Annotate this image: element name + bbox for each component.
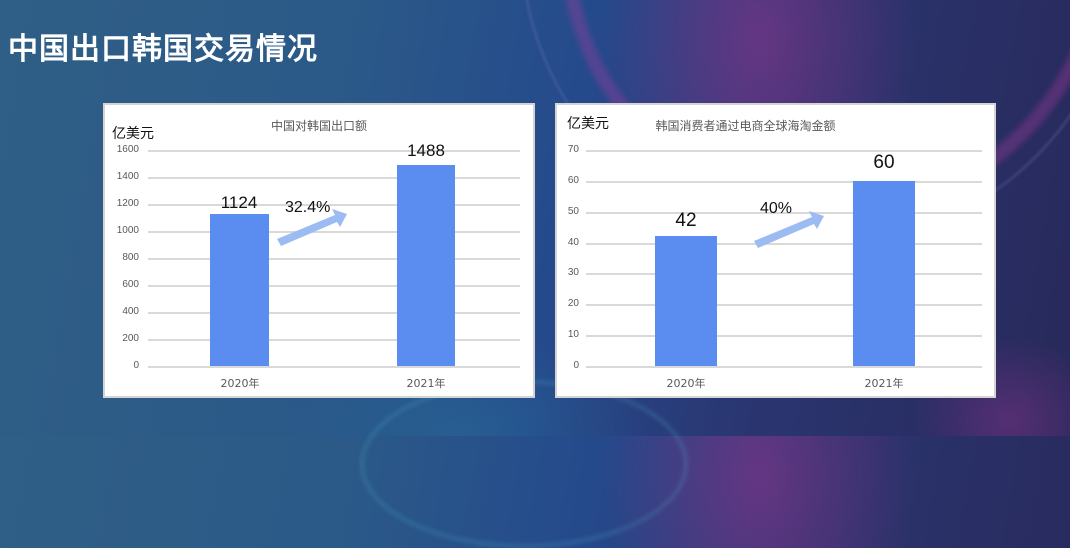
growth-arrow-icon bbox=[754, 211, 824, 248]
growth-arrow-icon bbox=[277, 209, 347, 246]
y-tick-label: 10 bbox=[567, 329, 579, 340]
y-tick-label: 1600 bbox=[116, 144, 139, 155]
gridline bbox=[148, 204, 520, 206]
bar-2020 bbox=[210, 214, 269, 366]
bar-value-label: 42 bbox=[675, 210, 697, 231]
y-tick-label: 1400 bbox=[116, 171, 139, 182]
y-tick-label: 400 bbox=[122, 306, 139, 317]
y-axis-unit: 亿美元 bbox=[567, 116, 609, 132]
y-tick-label: 1200 bbox=[116, 198, 139, 209]
y-tick-label: 60 bbox=[567, 175, 579, 186]
y-tick-label: 0 bbox=[573, 360, 579, 371]
bar-value-label: 60 bbox=[873, 152, 895, 173]
chart-title: 中国对韩国出口额 bbox=[270, 119, 367, 133]
gridline bbox=[586, 335, 982, 337]
y-tick-label: 70 bbox=[567, 144, 579, 155]
y-tick-label: 20 bbox=[567, 298, 579, 309]
gridline bbox=[148, 285, 520, 287]
gridline bbox=[586, 243, 982, 245]
y-tick-label: 50 bbox=[567, 206, 579, 217]
y-tick-label: 1000 bbox=[116, 225, 139, 236]
bar-2020 bbox=[655, 236, 717, 366]
y-tick-label: 200 bbox=[122, 333, 139, 344]
bar-2021 bbox=[397, 165, 455, 366]
bar-value-label: 1488 bbox=[407, 141, 445, 160]
growth-rate-label: 32.4% bbox=[285, 199, 331, 216]
gridline bbox=[586, 212, 982, 214]
growth-rate-label: 40% bbox=[760, 200, 793, 217]
gridline bbox=[586, 304, 982, 306]
gridline bbox=[586, 150, 982, 152]
gridline bbox=[148, 312, 520, 314]
y-tick-label: 40 bbox=[567, 237, 579, 248]
x-axis-label: 2021年 bbox=[864, 377, 904, 390]
y-tick-label: 800 bbox=[122, 252, 139, 263]
x-axis-label: 2020年 bbox=[666, 377, 706, 390]
background-swirl bbox=[360, 380, 688, 548]
gridline bbox=[586, 181, 982, 183]
gridline bbox=[148, 258, 520, 260]
gridline bbox=[148, 177, 520, 179]
y-tick-label: 600 bbox=[122, 279, 139, 290]
chart-panel-china-exports-to-korea: 中国对韩国出口额 亿美元 1600 1400 1200 1000 800 600… bbox=[103, 103, 535, 398]
bar-value-label: 1124 bbox=[220, 193, 258, 212]
chart-title: 韩国消费者通过电商全球海淘金额 bbox=[655, 119, 836, 133]
y-axis-unit: 亿美元 bbox=[112, 126, 154, 142]
gridline bbox=[586, 366, 982, 368]
x-axis-label: 2021年 bbox=[406, 377, 446, 390]
gridline bbox=[586, 273, 982, 275]
bar-2021 bbox=[853, 181, 915, 366]
gridline bbox=[148, 366, 520, 368]
gridline bbox=[148, 231, 520, 233]
chart-panel-korea-cross-border-ecommerce: 韩国消费者通过电商全球海淘金额 亿美元 70 60 50 40 30 20 10… bbox=[555, 103, 996, 398]
x-axis-label: 2020年 bbox=[220, 377, 260, 390]
gridline bbox=[148, 339, 520, 341]
y-tick-label: 0 bbox=[133, 360, 139, 371]
y-tick-label: 30 bbox=[567, 267, 579, 278]
page-title: 中国出口韩国交易情况 bbox=[8, 32, 318, 67]
gridline bbox=[148, 150, 520, 152]
